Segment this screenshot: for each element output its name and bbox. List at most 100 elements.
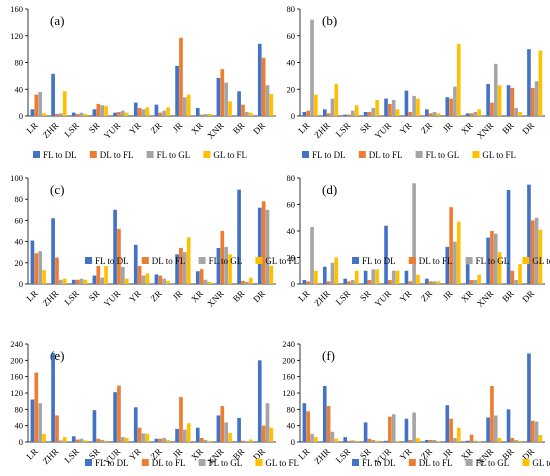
legend-swatch [302, 151, 309, 158]
legend-swatch [85, 459, 92, 466]
bar [493, 63, 498, 116]
bar [367, 438, 372, 442]
x-tick-label: LR [25, 288, 40, 303]
bar [527, 49, 531, 116]
bar [269, 427, 274, 442]
x-tick-label: ZR [149, 288, 164, 303]
bar [314, 94, 318, 116]
bar [265, 403, 270, 442]
bar [326, 113, 331, 116]
bar [428, 281, 433, 284]
x-tick-label: YUR [102, 120, 123, 141]
bar [432, 281, 437, 284]
bar [510, 437, 515, 442]
bar [490, 386, 494, 442]
bar [59, 113, 63, 116]
bar [445, 246, 450, 284]
legend-swatch [85, 257, 92, 264]
y-tick-label: 0 [291, 111, 295, 121]
bar [493, 415, 498, 442]
bar [183, 429, 187, 442]
bar [75, 439, 80, 442]
bar [456, 43, 461, 116]
bar [195, 271, 200, 284]
y-tick-label: 20 [287, 253, 296, 263]
bar [310, 433, 314, 442]
legend-label: FL to GL [209, 458, 243, 468]
bar [117, 228, 121, 284]
legend-swatch [465, 459, 473, 466]
x-tick-label: LR [25, 446, 40, 461]
bar [363, 422, 368, 442]
bar [248, 277, 253, 284]
bar [42, 433, 46, 442]
bar [207, 441, 212, 442]
bar [428, 113, 433, 116]
bar [261, 57, 266, 116]
y-tick-label: 160 [10, 4, 23, 14]
bar [330, 98, 335, 116]
legend-label: GL to FL [213, 150, 247, 160]
y-tick-label: 80 [287, 4, 296, 14]
bar [100, 277, 105, 284]
bar [199, 437, 204, 442]
bar [241, 280, 245, 284]
x-tick-label: SR [358, 288, 373, 303]
bar [428, 439, 433, 442]
legend-label: FL to GL [209, 256, 243, 266]
bar [334, 438, 339, 442]
x-tick-label: ZR [419, 288, 434, 303]
bar [145, 107, 150, 116]
y-tick-label: 0 [19, 279, 23, 289]
bar [314, 437, 318, 442]
y-tick-label: 240 [10, 339, 23, 349]
bar [166, 439, 170, 442]
bar [166, 280, 170, 284]
bar [248, 439, 253, 442]
legend-swatch [141, 257, 149, 264]
bar [473, 111, 478, 116]
bar [538, 229, 543, 284]
y-tick-label: 160 [282, 372, 295, 382]
bar [79, 112, 84, 116]
bar [412, 412, 416, 442]
x-tick-label: ZHR [312, 446, 332, 466]
y-tick-label: 120 [10, 31, 23, 41]
bar [30, 109, 35, 116]
bar [326, 406, 331, 442]
bar [449, 98, 453, 116]
bar [175, 65, 179, 116]
bar [162, 110, 167, 116]
bar [186, 237, 191, 284]
bar [388, 103, 392, 116]
x-tick-label: XNR [205, 288, 226, 309]
bar [432, 111, 437, 116]
bar [347, 281, 351, 284]
bar [79, 438, 84, 442]
legend-swatch [255, 257, 263, 264]
bar [124, 112, 129, 116]
x-tick-label: BR [231, 120, 247, 136]
bar [416, 98, 420, 116]
bar [141, 109, 146, 116]
legend-label: DL to FL [419, 458, 453, 468]
bar [384, 225, 388, 284]
panel-label: (f) [322, 348, 335, 363]
bar [113, 392, 117, 442]
bar [220, 231, 225, 284]
bar [186, 423, 191, 442]
bar [175, 428, 179, 442]
bar [203, 113, 208, 116]
bar [237, 91, 241, 116]
bar [412, 95, 416, 116]
bar [453, 437, 457, 442]
bar [306, 110, 311, 116]
bar [145, 273, 150, 284]
x-tick-label: YUR [102, 288, 123, 309]
x-tick-label: DR [520, 120, 536, 136]
y-tick-label: 120 [10, 388, 23, 398]
y-tick-label: 160 [10, 372, 23, 382]
bar [445, 97, 450, 116]
bar [530, 420, 535, 442]
